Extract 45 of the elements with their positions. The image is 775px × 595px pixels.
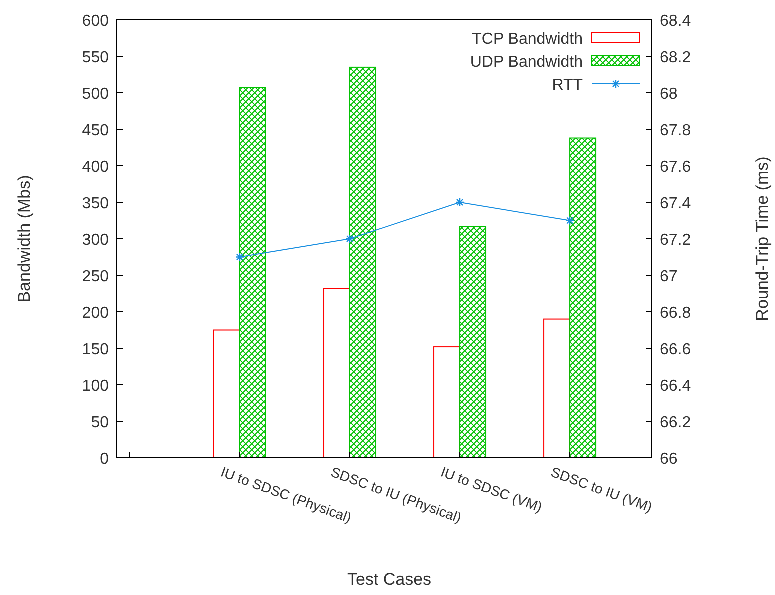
y2-tick-label: 66.8 xyxy=(660,305,692,322)
y-tick-label: 500 xyxy=(82,86,110,103)
y2-tick-label: 67.2 xyxy=(660,232,692,249)
y-tick-label: 250 xyxy=(82,268,110,286)
y-tick-label: 550 xyxy=(82,50,110,66)
y-axis-title: Bandwidth (Mbs) xyxy=(15,175,34,303)
y-tick-label: 0 xyxy=(100,451,110,468)
point xyxy=(345,234,355,244)
y-tick-label: 200 xyxy=(82,305,110,322)
y2-tick-label: 66.6 xyxy=(660,342,692,358)
bar xyxy=(460,226,487,458)
y2-axis-title: Round-Trip Time (ms) xyxy=(753,156,772,322)
bar xyxy=(239,87,266,458)
y-tick-label: 400 xyxy=(82,159,110,176)
y-tick-label: 100 xyxy=(82,378,110,395)
y-tick-label: 150 xyxy=(82,342,110,358)
bar xyxy=(213,330,240,458)
y2-tick-label: 67 xyxy=(660,268,678,286)
y2-tick-label: 66 xyxy=(660,451,678,468)
y2-tick-label: 68.2 xyxy=(660,50,692,66)
y-tick-label: 50 xyxy=(91,414,110,432)
legend-label: RTT xyxy=(552,77,584,94)
bar xyxy=(324,288,351,458)
y2-tick-label: 66.2 xyxy=(660,414,692,432)
y2-tick-label: 68.4 xyxy=(660,13,692,30)
legend-label: UDP Bandwidth xyxy=(470,54,583,71)
x-axis-title: Test Cases xyxy=(347,570,432,589)
bar xyxy=(544,318,571,458)
point xyxy=(235,252,245,262)
x-tick-label: SDSC to IU (VM) xyxy=(549,464,655,516)
y-tick-label: 450 xyxy=(82,122,110,140)
y-tick-label: 350 xyxy=(82,196,110,212)
legend-label: TCP Bandwidth xyxy=(472,31,583,48)
y-tick-label: 300 xyxy=(82,232,110,249)
y2-tick-label: 67.4 xyxy=(660,196,692,212)
y2-tick-label: 68 xyxy=(660,86,678,103)
point xyxy=(565,216,575,226)
bar xyxy=(350,66,377,458)
y2-tick-label: 66.4 xyxy=(660,378,692,395)
y2-tick-label: 67.8 xyxy=(660,122,692,140)
bar xyxy=(434,346,461,458)
y2-tick-label: 67.6 xyxy=(660,159,692,176)
bar xyxy=(570,138,597,458)
y-tick-label: 600 xyxy=(82,13,110,30)
point xyxy=(455,198,465,208)
